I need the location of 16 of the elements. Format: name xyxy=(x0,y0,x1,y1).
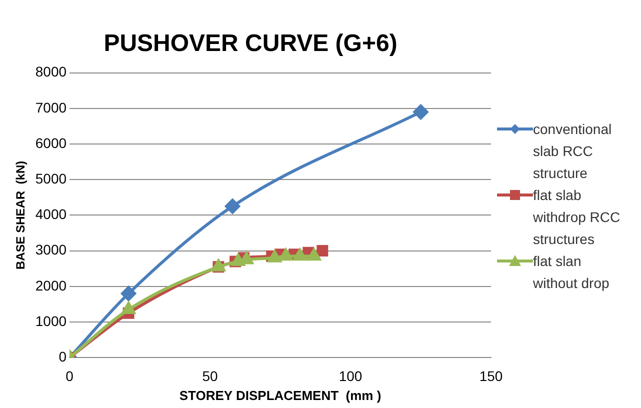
y-axis-title: BASE SHEAR (kN) xyxy=(14,160,28,270)
y-tick-label: 1000 xyxy=(35,312,67,329)
y-tick-label: 0 xyxy=(58,348,67,364)
y-tick-label: 2000 xyxy=(35,277,67,294)
chart-title: PUSHOVER CURVE (G+6) xyxy=(104,30,398,58)
x-tick-label: 150 xyxy=(479,368,503,384)
y-tick-label: 7000 xyxy=(35,99,67,116)
y-tick-label: 3000 xyxy=(35,242,67,258)
x-tick-label: 100 xyxy=(338,368,362,384)
legend-label: flat slan without drop xyxy=(533,252,610,293)
y-tick-label: 5000 xyxy=(35,170,67,186)
x-tick-label: 50 xyxy=(202,368,218,384)
y-tick-label: 4000 xyxy=(35,206,67,222)
y-tick-label: 6000 xyxy=(35,134,67,151)
y-tick-label: 8000 xyxy=(35,64,67,80)
x-axis-title: STOREY DISPLACEMENT (mm ) xyxy=(179,388,382,403)
